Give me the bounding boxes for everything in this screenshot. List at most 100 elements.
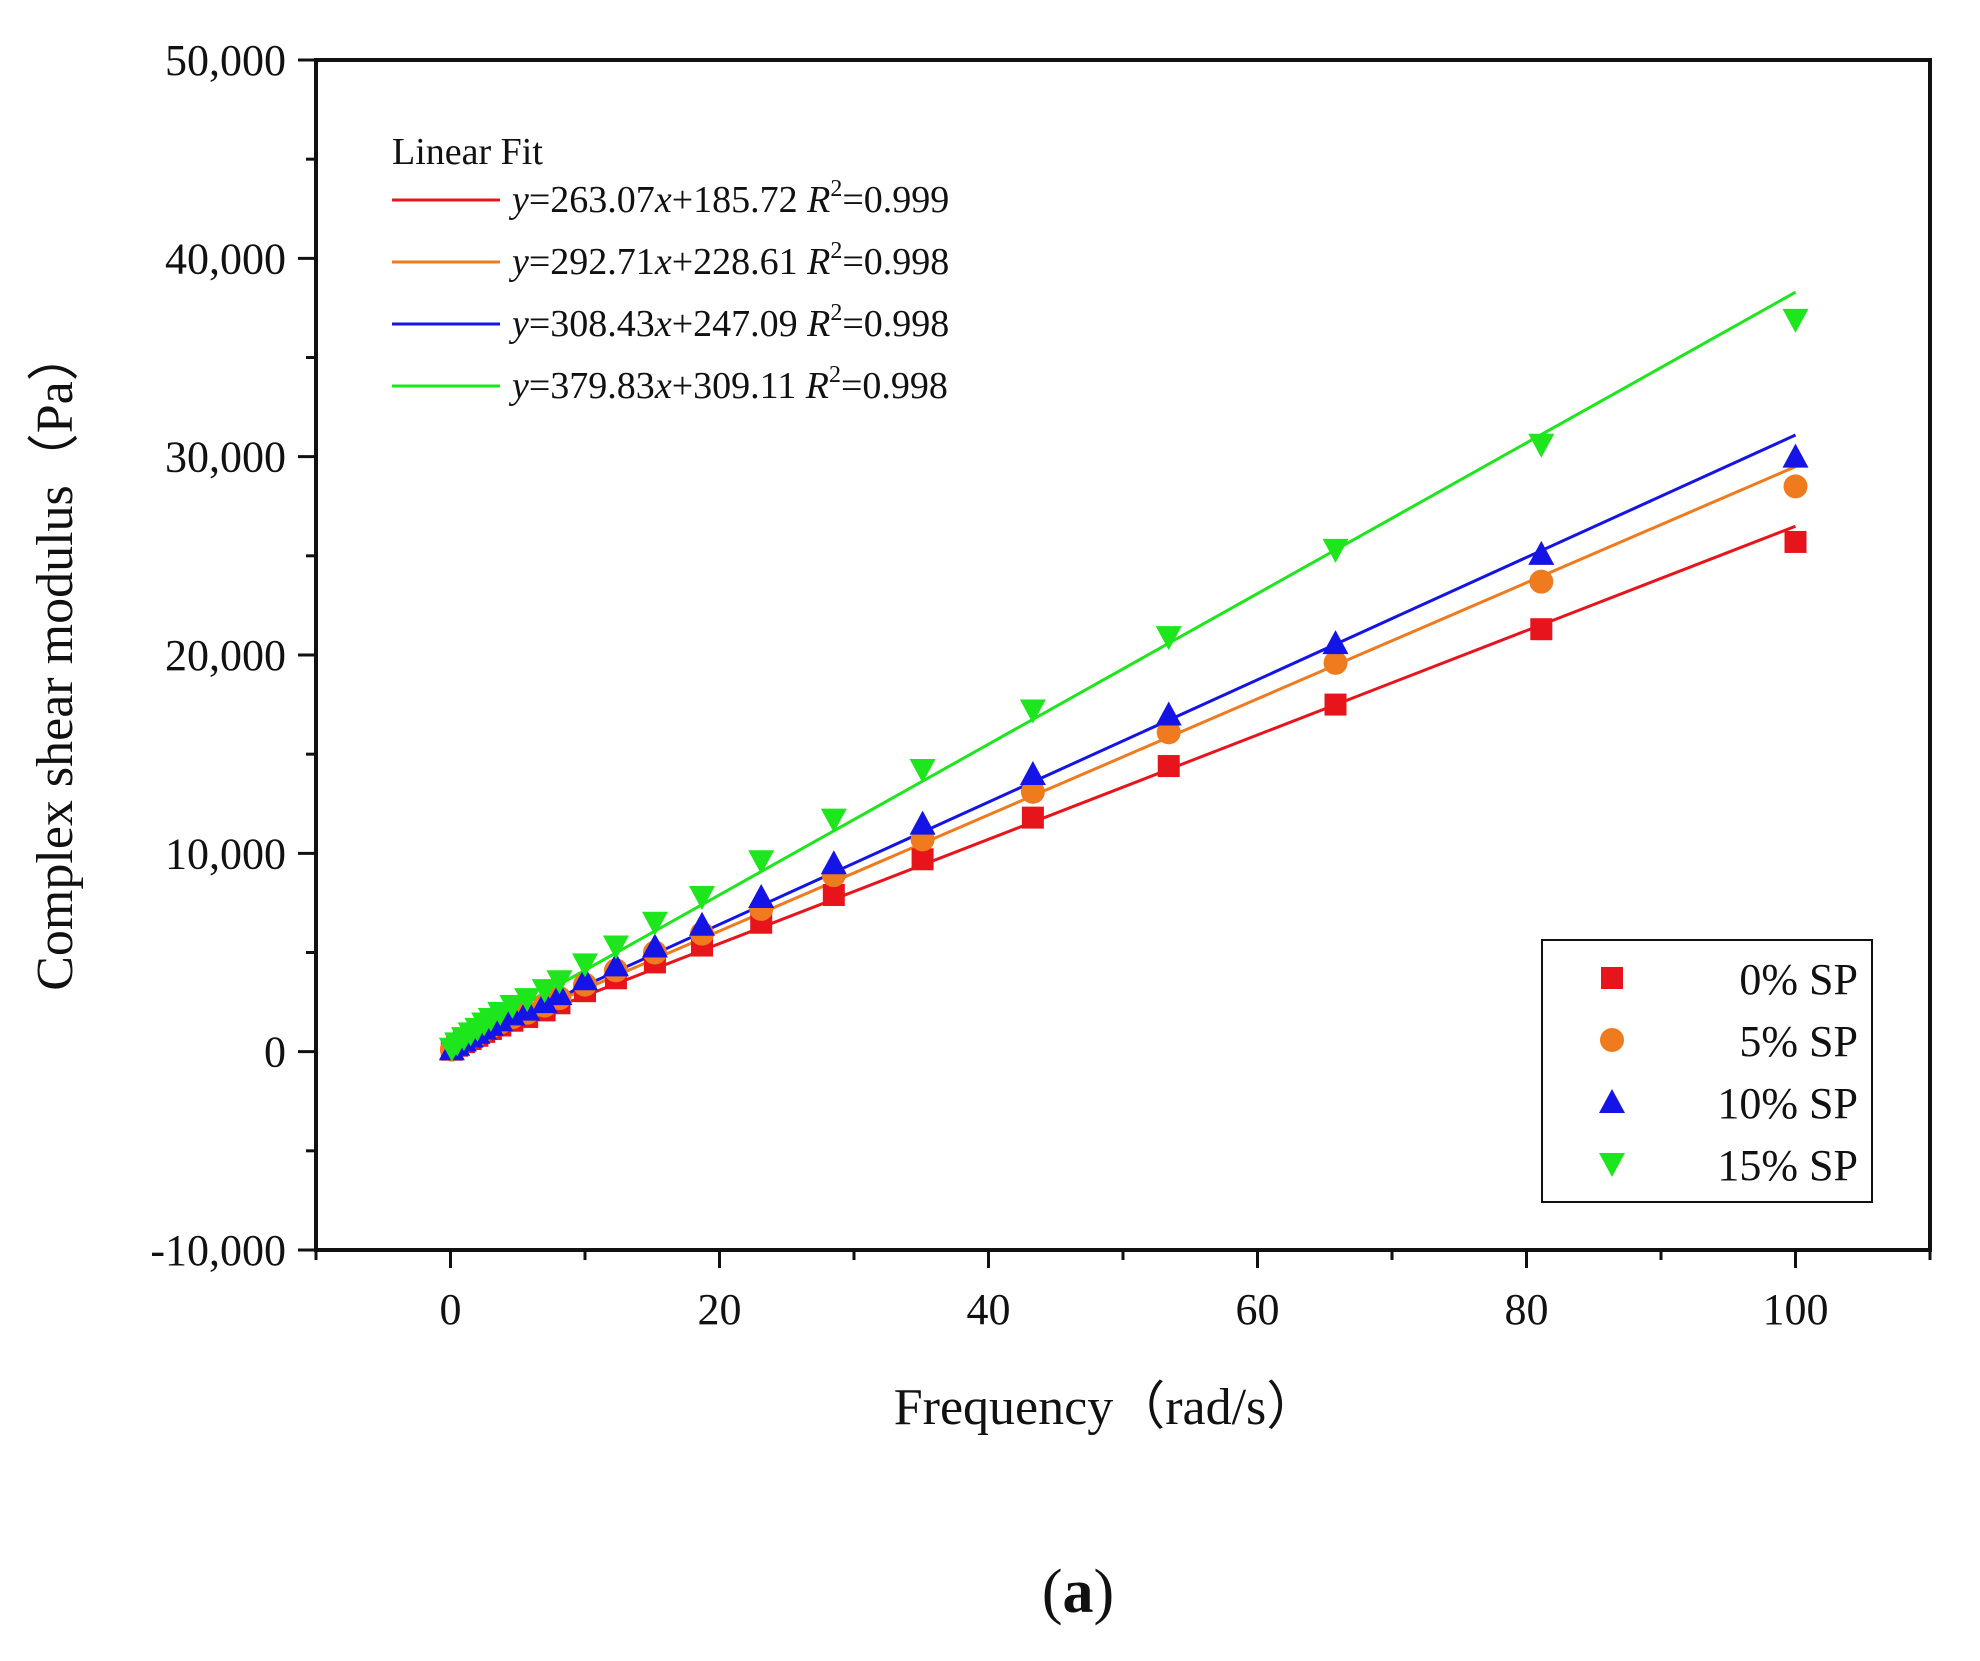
data-point xyxy=(572,966,598,991)
fit-line-15-sp xyxy=(451,290,1797,1047)
equation-part: x xyxy=(654,303,672,345)
equation-part: x xyxy=(654,365,672,407)
data-point xyxy=(1155,626,1182,651)
data-point xyxy=(1782,308,1809,333)
marker-legend: 0% SP 5% SP 10% SP 15% SP xyxy=(1541,939,1873,1203)
y-tick-label: 30,000 xyxy=(165,433,286,482)
fit-line-5-sp xyxy=(451,465,1797,1048)
data-point xyxy=(1322,630,1349,655)
data-point xyxy=(602,935,629,960)
data-point xyxy=(911,848,934,871)
fit-legend-title: Linear Fit xyxy=(392,131,543,173)
equation-part: R xyxy=(806,303,830,345)
marker-legend-box xyxy=(1541,939,1873,1203)
y-tick-label: 40,000 xyxy=(165,234,286,283)
data-point xyxy=(820,808,847,833)
fit-legend-equation: y=379.83x+309.11 R2=0.998 xyxy=(508,362,948,407)
fit-line-0-sp xyxy=(451,524,1797,1049)
data-point xyxy=(1529,569,1554,594)
data-point xyxy=(641,933,668,958)
fit-legend-equation: y=263.07x+185.72 R2=0.999 xyxy=(508,176,949,221)
x-tick-label: 80 xyxy=(1505,1285,1549,1334)
x-tick-label: 40 xyxy=(967,1285,1011,1334)
equation-part: 2 xyxy=(829,362,841,388)
data-point xyxy=(909,759,936,784)
equation-part: y xyxy=(508,365,529,407)
x-tick-label: 100 xyxy=(1763,1285,1829,1334)
equation-part: =263.07 xyxy=(529,179,655,221)
data-point xyxy=(909,810,936,835)
marker-legend-symbol xyxy=(1601,967,1623,989)
data-point xyxy=(748,850,775,875)
y-tick-label: 0 xyxy=(264,1028,286,1077)
x-tick-label: 0 xyxy=(440,1285,462,1334)
marker-legend-symbol xyxy=(1599,1089,1625,1113)
data-point xyxy=(1530,618,1553,641)
figure-caption: (a) xyxy=(1042,1558,1114,1626)
data-point xyxy=(572,953,598,978)
series-15-sp xyxy=(438,308,1809,1062)
x-tick-label: 20 xyxy=(698,1285,742,1334)
data-point xyxy=(1784,530,1807,553)
x-tick-label: 60 xyxy=(1236,1285,1280,1334)
data-point xyxy=(1019,761,1046,785)
equation-part: =0.998 xyxy=(841,365,948,407)
data-point xyxy=(1020,779,1045,804)
marker-legend-symbol xyxy=(1599,1153,1625,1177)
equation-part: =0.999 xyxy=(842,179,949,221)
y-tick-label: 20,000 xyxy=(165,631,286,680)
equation-part: y xyxy=(508,241,529,283)
equation-part: 2 xyxy=(830,300,842,326)
fit-line-10-sp xyxy=(451,433,1797,1048)
marker-legend-symbol xyxy=(1600,1028,1624,1052)
fit-legend-equation: y=292.71x+228.61 R2=0.998 xyxy=(508,238,949,283)
y-tick-label: 50,000 xyxy=(165,36,286,85)
y-axis: -10,000 0 10,000 20,000 30,000 40,000 50,000 xyxy=(150,36,316,1275)
equation-part: 2 xyxy=(830,238,842,264)
equation-part: +247.09 xyxy=(672,303,807,345)
data-point xyxy=(689,911,716,936)
equation-part: 2 xyxy=(830,176,842,202)
data-point xyxy=(641,911,668,936)
equation-part: =379.83 xyxy=(529,365,655,407)
equation-part: y xyxy=(508,303,529,345)
marker-legend-label: 15% SP xyxy=(1717,1141,1858,1190)
data-point xyxy=(689,885,716,910)
equation-part: =0.998 xyxy=(842,241,949,283)
data-markers xyxy=(438,308,1809,1062)
equation-part: +185.72 xyxy=(672,179,807,221)
equation-part: +309.11 xyxy=(672,365,806,407)
equation-part: =292.71 xyxy=(529,241,655,283)
y-tick-label: 10,000 xyxy=(165,829,286,878)
data-point xyxy=(546,970,573,995)
equation-part: x xyxy=(654,179,672,221)
data-point xyxy=(602,952,629,977)
data-point xyxy=(1156,720,1181,745)
data-point xyxy=(1322,538,1349,563)
data-point xyxy=(1324,693,1347,716)
data-point xyxy=(1323,650,1348,675)
caption-close: ) xyxy=(1094,1558,1115,1626)
data-point xyxy=(822,883,845,906)
y-axis-title: Complex shear modulus（Pa） xyxy=(27,329,84,991)
marker-legend-label: 5% SP xyxy=(1739,1017,1858,1066)
y-tick-label: -10,000 xyxy=(150,1226,286,1275)
x-axis: 0 20 40 60 80 100 xyxy=(314,1250,1932,1334)
data-point xyxy=(1157,755,1180,778)
equation-part: +228.61 xyxy=(672,241,807,283)
data-point xyxy=(1155,701,1182,726)
x-axis-title: Frequency（rad/s） xyxy=(894,1379,1319,1436)
data-point xyxy=(748,883,775,908)
fit-lines xyxy=(451,290,1797,1049)
equation-part: R xyxy=(806,241,830,283)
equation-part: =0.998 xyxy=(842,303,949,345)
data-point xyxy=(499,995,526,1020)
fit-legend-equation: y=308.43x+247.09 R2=0.998 xyxy=(508,300,949,345)
caption-open: ( xyxy=(1042,1558,1063,1626)
data-point xyxy=(1783,474,1808,499)
equation-part: R xyxy=(805,365,829,407)
marker-legend-label: 0% SP xyxy=(1739,955,1858,1004)
